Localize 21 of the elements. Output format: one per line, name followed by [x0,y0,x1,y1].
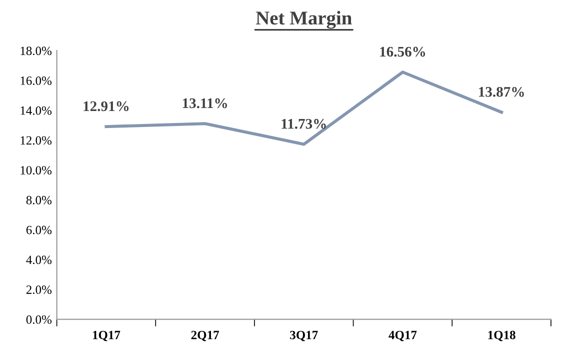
x-tick-label: 3Q17 [290,330,318,342]
y-tick-label: 12.0% [20,136,52,145]
chart-title: Net Margin [256,10,352,29]
y-tick-label: 8.0% [26,196,52,204]
y-tick-label: 0.0% [26,315,52,324]
x-tick-label: 1Q18 [488,330,516,342]
data-label: 16.56% [380,46,426,57]
y-tick-label: 4.0% [26,256,52,264]
y-tick-label: 10.0% [20,166,52,175]
y-tick-label: 6.0% [26,226,52,234]
x-tick-label: 1Q17 [92,330,120,342]
y-tick-label: 14.0% [20,106,52,115]
y-tick-label: 16.0% [20,76,52,85]
data-label: 11.73% [282,118,326,129]
x-tick-label: 2Q17 [191,330,219,342]
y-tick-label: 2.0% [26,286,52,294]
y-tick-label: 18.0% [20,46,52,56]
data-label: 12.91% [84,101,129,112]
data-label: 13.11% [182,98,227,108]
data-label: 13.87% [479,86,524,97]
x-tick-label: 4Q17 [388,330,417,342]
